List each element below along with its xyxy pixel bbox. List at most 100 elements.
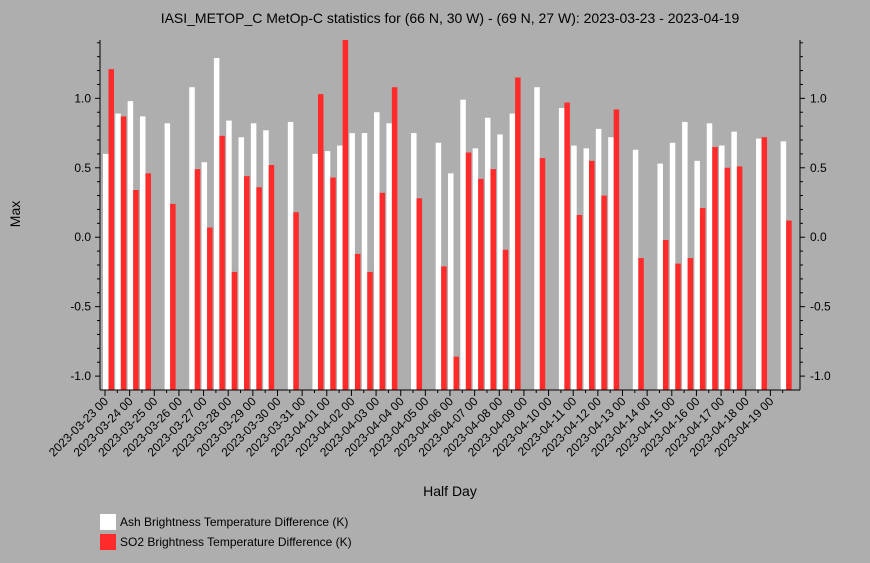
bar-ash-49 — [706, 123, 713, 390]
bar-so2-20 — [354, 253, 361, 390]
legend: Ash Brightness Temperature Difference (K… — [100, 512, 352, 552]
bar-so2-53 — [761, 137, 768, 390]
bar-so2-30 — [478, 178, 484, 390]
bar-ash-20 — [349, 133, 355, 390]
legend-swatch-so2 — [100, 534, 116, 550]
bar-so2-22 — [379, 192, 386, 390]
bar-so2-17 — [317, 94, 324, 391]
y-tick-label-left-2: 0.0 — [74, 230, 91, 244]
bar-so2-1 — [120, 116, 127, 390]
bar-so2-27 — [441, 266, 447, 390]
bar-so2-10 — [231, 271, 238, 390]
bar-ash-17 — [312, 153, 318, 390]
bar-ash-53 — [756, 138, 762, 390]
bar-ash-15 — [287, 121, 294, 390]
bar-ash-28 — [448, 173, 454, 390]
bar-ash-32 — [497, 134, 503, 390]
bar-ash-47 — [682, 121, 688, 390]
bar-so2-3 — [145, 173, 151, 390]
bar-so2-51 — [736, 166, 743, 390]
legend-label-ash: Ash Brightness Temperature Difference (K… — [120, 515, 349, 529]
bar-so2-43 — [638, 258, 644, 390]
bar-so2-21 — [367, 271, 373, 390]
bar-ash-46 — [669, 142, 676, 390]
bar-ash-48 — [694, 160, 700, 390]
bar-ash-55 — [780, 141, 787, 390]
y-tick-label-right-2: 0.0 — [810, 230, 827, 244]
bar-ash-35 — [534, 87, 540, 390]
bar-so2-25 — [416, 198, 423, 390]
bar-ash-31 — [484, 117, 491, 390]
y-tick-label-left-1: 0.5 — [74, 161, 91, 175]
y-tick-label-right-0: 1.0 — [810, 91, 827, 105]
bar-so2-9 — [219, 135, 225, 390]
bar-so2-23 — [391, 87, 398, 390]
bar-ash-50 — [719, 145, 725, 390]
bar-ash-5 — [164, 123, 171, 390]
bar-ash-21 — [361, 133, 368, 390]
bar-ash-40 — [595, 128, 602, 390]
bar-so2-2 — [133, 190, 139, 390]
bar-so2-32 — [502, 249, 509, 390]
bar-ash-39 — [583, 148, 590, 390]
bar-ash-51 — [731, 131, 737, 391]
y-tick-label-left-0: 1.0 — [74, 91, 91, 105]
bar-so2-7 — [194, 169, 201, 390]
bar-so2-28 — [453, 356, 459, 390]
bar-ash-27 — [435, 142, 442, 390]
bar-ash-18 — [324, 151, 331, 390]
bar-ash-43 — [632, 149, 639, 390]
bar-so2-49 — [712, 146, 718, 390]
bar-so2-8 — [207, 227, 213, 390]
bar-ash-23 — [386, 123, 392, 390]
bar-ash-45 — [657, 163, 663, 390]
y-axis-label: Max — [7, 201, 23, 227]
bar-ash-0 — [103, 153, 109, 390]
y-tick-label-left-3: -0.5 — [70, 300, 91, 314]
bar-so2-37 — [564, 102, 570, 390]
bar-ash-11 — [238, 137, 245, 390]
legend-label-so2: SO2 Brightness Temperature Difference (K… — [120, 535, 352, 549]
bar-so2-35 — [539, 158, 546, 390]
bar-so2-15 — [293, 212, 299, 390]
bar-ash-10 — [226, 120, 232, 390]
bar-so2-11 — [244, 176, 250, 390]
bar-ash-3 — [139, 116, 146, 390]
y-tick-label-right-1: 0.5 — [810, 161, 827, 175]
bar-so2-0 — [108, 69, 114, 391]
bar-ash-9 — [213, 58, 220, 391]
bar-so2-19 — [342, 40, 349, 390]
bar-so2-39 — [589, 160, 595, 390]
chart-title: IASI_METOP_C MetOp-C statistics for (66 … — [161, 10, 740, 26]
bar-so2-40 — [601, 195, 607, 390]
plot-area: 1.0 1.00.5 0.50.0 0.0-0.5 -0.5-1.0 -1.02023-0… — [46, 40, 831, 459]
bar-so2-29 — [465, 152, 472, 390]
bar-so2-55 — [786, 220, 792, 390]
bar-ash-1 — [115, 113, 121, 391]
bar-so2-18 — [330, 177, 336, 390]
bar-so2-47 — [687, 258, 694, 390]
bar-ash-7 — [189, 87, 195, 390]
legend-item-ash: Ash Brightness Temperature Difference (K… — [100, 512, 352, 532]
bar-ash-13 — [263, 130, 269, 390]
bar-ash-22 — [374, 112, 380, 390]
bar-so2-38 — [576, 215, 583, 390]
y-tick-label-right-4: -1.0 — [810, 369, 831, 383]
bar-so2-48 — [699, 208, 706, 390]
bar-ash-38 — [571, 145, 577, 390]
bar-ash-12 — [250, 123, 257, 390]
legend-item-so2: SO2 Brightness Temperature Difference (K… — [100, 532, 352, 552]
legend-swatch-ash — [100, 514, 116, 530]
bar-so2-31 — [490, 169, 496, 390]
bar-so2-46 — [675, 263, 681, 390]
bar-ash-19 — [337, 145, 343, 390]
bar-ash-33 — [509, 113, 516, 391]
bar-so2-5 — [170, 203, 176, 390]
bar-so2-33 — [515, 77, 521, 390]
bar-so2-45 — [662, 240, 669, 390]
bar-ash-29 — [460, 99, 466, 390]
bar-so2-13 — [268, 165, 275, 390]
bar-so2-12 — [256, 187, 262, 390]
x-axis-label: Half Day — [423, 483, 477, 499]
